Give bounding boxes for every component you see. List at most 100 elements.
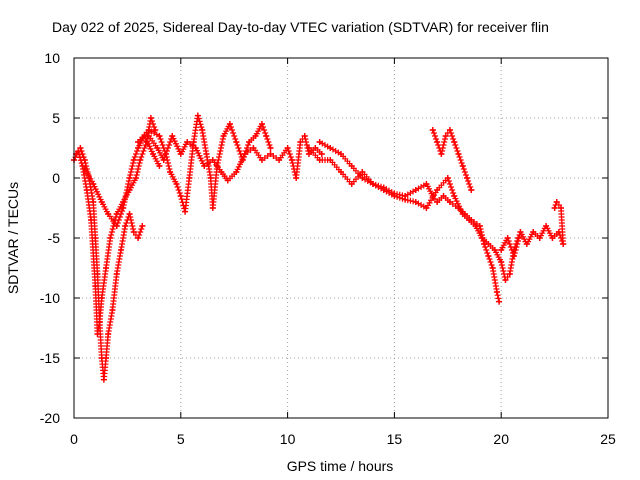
- data-point: [135, 139, 142, 145]
- data-point: [348, 181, 355, 187]
- data-point: [442, 133, 449, 139]
- data-point: [438, 151, 445, 157]
- data-point: [258, 157, 265, 163]
- x-tick-label: 0: [70, 431, 78, 447]
- data-point: [252, 133, 259, 139]
- data-point: [523, 241, 530, 247]
- data-point: [338, 151, 344, 157]
- grid: [74, 58, 608, 418]
- data-point: [380, 187, 387, 193]
- data-point: [434, 139, 441, 145]
- data-point: [485, 253, 492, 259]
- data-point: [169, 133, 176, 139]
- data-point: [391, 193, 398, 199]
- data-point: [135, 145, 142, 151]
- data-point: [305, 145, 312, 151]
- data-point: [506, 271, 513, 277]
- data-point: [553, 199, 560, 205]
- data-point: [192, 145, 199, 151]
- data-point: [498, 259, 505, 265]
- data-point: [126, 211, 133, 217]
- y-axis-label: SDTVAR / TECUs: [5, 182, 21, 294]
- data-point: [241, 151, 248, 157]
- data-point: [305, 151, 312, 157]
- data-point: [130, 229, 137, 235]
- data-point: [429, 127, 436, 133]
- data-point: [504, 235, 511, 241]
- data-point: [77, 145, 84, 151]
- data-point: [288, 157, 295, 163]
- data-point: [359, 169, 366, 175]
- data-point: [451, 139, 458, 145]
- x-tick-label: 10: [280, 431, 296, 447]
- data-point: [318, 151, 325, 157]
- data-point: [316, 139, 323, 145]
- data-point: [120, 205, 127, 211]
- data-point: [103, 265, 110, 271]
- data-point: [81, 157, 88, 163]
- data-point: [493, 289, 500, 295]
- series-trace-d: [135, 112, 274, 215]
- data-point: [218, 169, 225, 175]
- series-trace-e: [145, 133, 325, 184]
- data-point: [167, 169, 174, 175]
- data-point: [233, 169, 240, 175]
- series-trace-g: [316, 139, 522, 283]
- data-point: [224, 177, 231, 184]
- data-point: [226, 121, 233, 127]
- data-point: [312, 145, 319, 151]
- data-point: [184, 139, 191, 145]
- data-point: [459, 163, 466, 169]
- data-point: [267, 145, 274, 151]
- data-point: [370, 181, 377, 187]
- data-point: [496, 298, 503, 305]
- data-point: [491, 247, 498, 253]
- data-point: [549, 235, 556, 241]
- data-point: [135, 235, 142, 241]
- data-point: [107, 235, 114, 241]
- data-point: [156, 133, 163, 139]
- series-trace-f: [305, 145, 503, 305]
- data-point: [209, 205, 216, 211]
- data-point: [402, 196, 409, 203]
- data-point: [117, 247, 124, 253]
- data-point: [94, 271, 101, 277]
- data-point: [459, 211, 466, 217]
- series-trace-b: [73, 145, 146, 383]
- data-point: [560, 241, 567, 247]
- x-tick-label: 25: [600, 431, 616, 447]
- data-point: [98, 199, 105, 205]
- data-point: [90, 181, 97, 187]
- data-point: [113, 271, 120, 277]
- marker-path: [429, 127, 475, 193]
- data-point: [145, 133, 152, 139]
- data-point: [177, 151, 184, 157]
- data-point: [478, 235, 485, 241]
- data-point: [156, 163, 163, 169]
- data-point: [444, 175, 451, 181]
- y-tick-label: -10: [40, 290, 60, 306]
- data-point: [301, 133, 308, 139]
- data-point: [440, 193, 447, 199]
- data-point: [186, 175, 193, 181]
- data-point: [502, 277, 509, 283]
- y-tick-label: 0: [52, 170, 60, 186]
- y-tick-label: 5: [52, 110, 60, 126]
- data-point: [81, 165, 88, 172]
- data-point: [194, 112, 201, 119]
- data-point: [177, 193, 184, 199]
- data-point: [284, 145, 291, 151]
- data-point: [122, 223, 129, 229]
- x-axis-label: GPS time / hours: [287, 458, 394, 474]
- data-point: [558, 205, 565, 211]
- data-point: [511, 253, 518, 259]
- data-point: [466, 217, 473, 223]
- data-point: [434, 187, 441, 193]
- data-point: [113, 223, 120, 229]
- data-point: [258, 121, 265, 127]
- data-point: [555, 229, 562, 235]
- y-tick-label: 10: [44, 50, 60, 66]
- data-point: [359, 175, 366, 181]
- data-point: [92, 235, 99, 241]
